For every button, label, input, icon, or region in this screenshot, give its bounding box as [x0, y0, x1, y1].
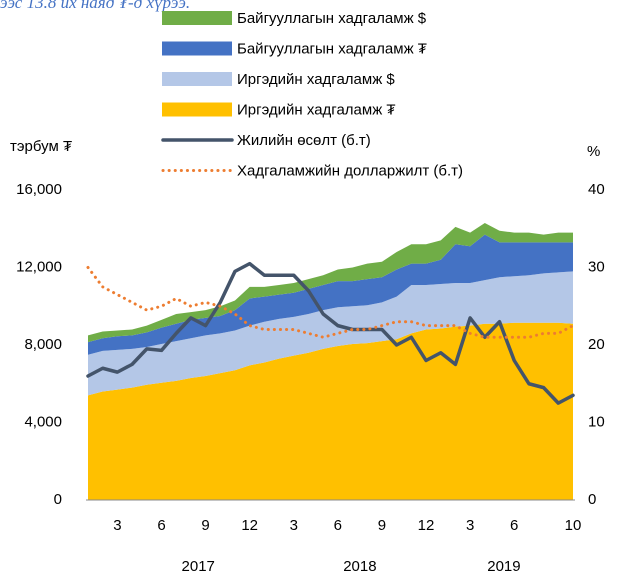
area [88, 322, 573, 500]
area [88, 234, 573, 355]
x-tick-label: 3 [290, 517, 298, 534]
x-tick-label: 3 [466, 517, 474, 534]
legend-label: Байгууллагын хадгаламж $ [237, 10, 427, 27]
y-tick-label: 16,000 [16, 181, 62, 198]
legend-label: Байгууллагын хадгаламж ₮ [237, 40, 427, 57]
y-tick-label: 8,000 [24, 336, 62, 353]
y2-tick-label: 0 [588, 491, 596, 508]
legend-swatch [162, 41, 232, 56]
area [88, 271, 573, 396]
x-tick-label: 12 [241, 517, 258, 534]
legend-label: Иргэдийн хадгаламж $ [237, 71, 395, 88]
year-label: 2019 [487, 558, 520, 575]
x-tick-label: 9 [378, 517, 386, 534]
legend-swatch [162, 102, 232, 117]
x-tick-label: 6 [157, 517, 165, 534]
legend-label: Иргэдийн хадгаламж ₮ [237, 101, 396, 118]
y2-tick-label: 40 [588, 181, 605, 198]
x-tick-label: 6 [510, 517, 518, 534]
legend-swatch [162, 72, 232, 86]
y2-tick-label: 20 [588, 336, 605, 353]
legend-label: Хадгаламжийн долларжилт (б.т) [237, 162, 463, 179]
y-tick-label: 0 [54, 491, 62, 508]
year-label: 2017 [182, 558, 215, 575]
year-label: 2018 [343, 558, 376, 575]
y-tick-label: 4,000 [24, 413, 62, 430]
x-tick-label: 6 [334, 517, 342, 534]
legend-label: Жилийн өсөлт (б.т) [237, 132, 371, 149]
y2-tick-label: 10 [588, 413, 605, 430]
y2-axis-label: % [587, 143, 600, 160]
x-tick-label: 9 [201, 517, 209, 534]
y-axis-label: тэрбум ₮ [10, 138, 72, 155]
area [88, 222, 573, 343]
note: ээс 13.8 их наяд ₮-д хүрээ. [0, 0, 190, 12]
legend-swatch [162, 11, 232, 25]
x-tick-label: 3 [113, 517, 121, 534]
x-tick-label: 10 [565, 517, 582, 534]
y2-tick-label: 30 [588, 258, 605, 275]
line [86, 261, 575, 405]
y-tick-label: 12,000 [16, 258, 62, 275]
line [86, 266, 575, 339]
x-tick-label: 12 [418, 517, 435, 534]
